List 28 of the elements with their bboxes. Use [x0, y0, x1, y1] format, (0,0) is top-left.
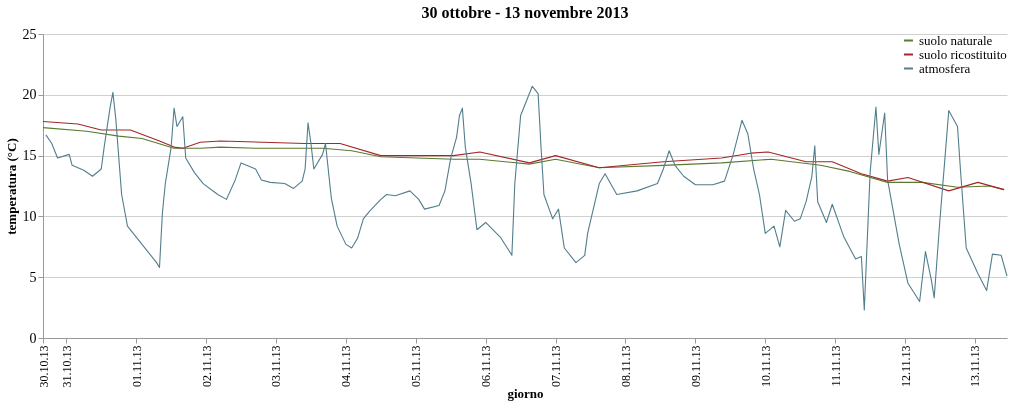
- x-tick-label: 09.11.13: [688, 345, 703, 388]
- y-tick-label: 20: [22, 87, 37, 103]
- y-tick-label: 0: [29, 330, 37, 346]
- y-tick-label: 5: [29, 269, 37, 285]
- y-tick-label: 15: [22, 148, 37, 164]
- chart-title: 30 ottobre - 13 novembre 2013: [421, 4, 629, 21]
- x-tick-label: 30.10.13: [36, 345, 51, 388]
- line-series: [45, 85, 1008, 311]
- legend-label: suolo naturale: [919, 32, 993, 48]
- x-tick-label: 08.11.13: [618, 345, 633, 388]
- x-tick-label: 06.11.13: [479, 345, 494, 388]
- legend-label: suolo ricostituito: [919, 46, 1007, 62]
- x-tick-label: 11.11.13: [828, 345, 843, 387]
- x-tick-label: 13.11.13: [968, 345, 983, 388]
- x-tick-label: 04.11.13: [339, 345, 354, 388]
- x-tick-label: 12.11.13: [898, 345, 913, 388]
- x-tick-label: 02.11.13: [199, 345, 214, 388]
- x-tick-label: 03.11.13: [269, 345, 284, 388]
- y-axis-title: temperatura (°C): [3, 138, 19, 235]
- x-tick-label: 31.10.13: [59, 345, 74, 388]
- x-tick-label: 01.11.13: [129, 345, 144, 388]
- y-tick-label: 10: [22, 208, 37, 224]
- x-tick-label: 07.11.13: [549, 345, 564, 388]
- legend-label: atmosfera: [919, 60, 971, 76]
- y-tick-label: 25: [22, 26, 37, 42]
- x-tick-label: 05.11.13: [409, 345, 424, 388]
- x-tick-label: 10.11.13: [758, 345, 773, 388]
- x-axis-title: giorno: [507, 385, 544, 401]
